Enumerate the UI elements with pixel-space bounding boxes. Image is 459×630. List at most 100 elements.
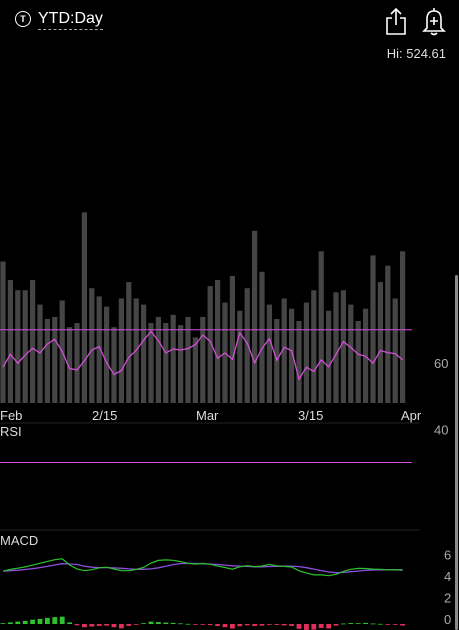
x-tick-label: 2/15 <box>92 408 117 423</box>
macd-histogram-bar <box>30 619 35 624</box>
high-price-label: Hi: 524.61 <box>386 46 446 61</box>
volume-bar <box>118 298 124 403</box>
macd-panel[interactable]: MACD 0 2 4 6 <box>0 529 451 630</box>
share-icon[interactable] <box>384 6 408 36</box>
timeframe-selector[interactable]: YTD:Day <box>38 10 103 30</box>
volume-bar <box>96 296 102 403</box>
x-tick-label: Mar <box>196 408 219 423</box>
volume-bar <box>200 316 206 403</box>
volume-bar <box>303 302 309 403</box>
volume-bar <box>400 251 406 403</box>
macd-histogram-bar <box>148 621 154 624</box>
macd-tick-label: 0 <box>444 612 451 627</box>
macd-histogram-bar <box>259 624 265 626</box>
volume-bar <box>296 321 302 403</box>
volume-bar <box>326 310 332 403</box>
x-tick-label: Feb <box>0 408 22 423</box>
volume-bar <box>22 290 28 403</box>
volume-bar <box>170 314 176 403</box>
add-alert-icon[interactable] <box>421 6 447 36</box>
macd-histogram-bar <box>45 617 50 624</box>
macd-histogram-bar <box>222 624 228 628</box>
macd-histogram-bar <box>363 622 368 624</box>
macd-histogram-bar <box>392 624 398 625</box>
volume-bar <box>318 251 324 403</box>
volume-bar <box>237 310 243 403</box>
volume-bar <box>7 280 13 403</box>
volume-bar <box>259 271 265 403</box>
macd-histogram-bar <box>8 622 13 624</box>
macd-histogram-bar <box>326 624 331 629</box>
x-tick-label: 3/15 <box>298 408 323 423</box>
macd-tick-label: 4 <box>444 569 451 584</box>
x-tick-label: Apr <box>401 408 422 423</box>
macd-histogram-bar <box>37 618 43 624</box>
scroll-indicator <box>455 275 458 630</box>
volume-bar <box>126 282 132 403</box>
macd-histogram-bar <box>341 623 346 625</box>
macd-histogram-bar <box>89 624 95 627</box>
macd-histogram-bar <box>400 624 405 626</box>
macd-histogram-bar <box>126 624 132 626</box>
macd-histogram-bar <box>237 624 243 627</box>
volume-bar <box>229 275 235 403</box>
macd-histogram-bar <box>274 624 280 625</box>
macd-histogram-bar <box>370 623 376 625</box>
macd-histogram-bar <box>119 624 124 629</box>
macd-histogram-bar <box>252 624 257 626</box>
macd-histogram-bar <box>318 624 324 628</box>
volume-bar <box>81 212 87 403</box>
volume-bar <box>15 290 21 403</box>
volume-bar <box>207 286 213 403</box>
macd-histogram-bar <box>267 624 272 625</box>
macd-histogram-bar <box>22 620 28 624</box>
macd-histogram-bar <box>141 623 146 624</box>
macd-histogram-bar <box>378 623 383 625</box>
macd-histogram-bar <box>15 621 21 624</box>
volume-bar <box>355 321 361 403</box>
macd-histogram-bar <box>215 624 220 626</box>
timeframe-icon[interactable]: T <box>15 11 31 27</box>
macd-histogram-bar <box>163 622 169 624</box>
rsi-line <box>2 330 404 381</box>
volume-bar <box>111 327 117 403</box>
macd-histogram-bar <box>67 622 72 624</box>
macd-histogram-bar <box>244 624 250 626</box>
macd-tick-label: 6 <box>444 548 451 563</box>
macd-histogram-bar <box>156 622 161 624</box>
rsi-tick-label: 40 <box>434 422 448 437</box>
volume-bar <box>289 308 295 403</box>
volume-bar <box>340 290 346 403</box>
macd-histogram-bar <box>0 623 6 624</box>
volume-bar <box>104 306 110 403</box>
macd-histogram-bar <box>333 624 339 626</box>
volume-bar <box>37 304 43 403</box>
macd-histogram-bar <box>311 624 317 630</box>
macd-histogram-bar <box>96 624 102 626</box>
volume-bar <box>311 290 317 403</box>
volume-bar <box>30 280 36 403</box>
volume-bar <box>148 323 154 403</box>
macd-histogram-bar <box>200 624 206 625</box>
macd-title: MACD <box>0 533 38 548</box>
rsi-panel[interactable]: RSI 40 60 <box>0 329 448 463</box>
volume-bar <box>348 304 354 403</box>
volume-bar <box>52 316 58 403</box>
macd-histogram-bar <box>59 616 65 624</box>
volume-bar <box>377 282 383 403</box>
macd-histogram-bar <box>82 624 87 628</box>
volume-bar <box>215 280 221 403</box>
volume-bar <box>141 304 147 403</box>
volume-bar <box>163 323 169 403</box>
volume-bar <box>0 261 6 403</box>
volume-bar <box>333 292 339 403</box>
top-toolbar: T YTD:Day <box>0 0 459 44</box>
volume-bar <box>155 316 161 403</box>
macd-histogram-bar <box>207 624 213 625</box>
volume-bar <box>385 265 391 403</box>
volume-bar <box>266 304 272 403</box>
macd-histogram-bar <box>74 624 80 626</box>
macd-histogram-bar <box>111 624 117 628</box>
